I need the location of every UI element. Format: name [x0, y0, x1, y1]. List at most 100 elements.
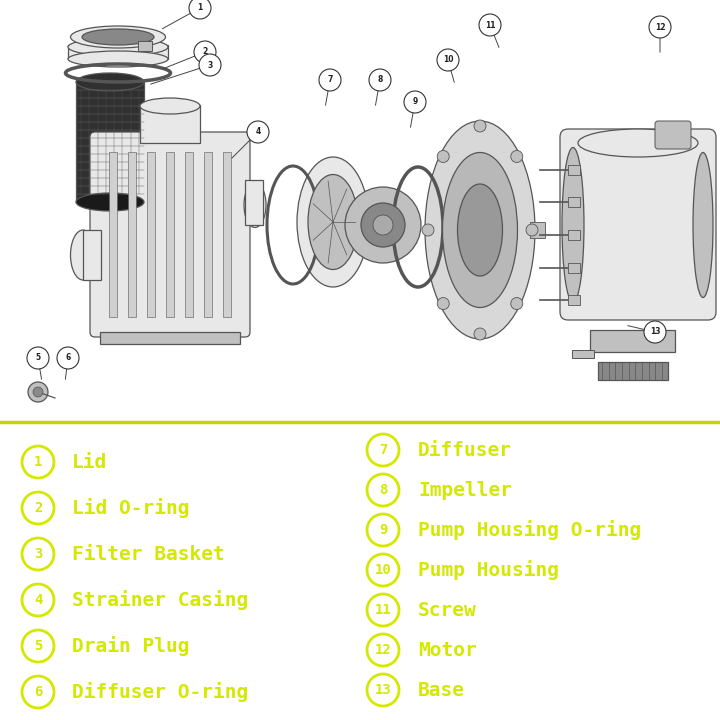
Ellipse shape	[71, 26, 166, 48]
Circle shape	[319, 69, 341, 91]
Bar	[128, 152, 136, 317]
Bar	[572, 350, 594, 358]
Text: Strainer Casing: Strainer Casing	[72, 590, 248, 610]
Bar	[100, 332, 240, 344]
Circle shape	[526, 224, 538, 236]
Circle shape	[189, 0, 211, 19]
Text: 8: 8	[377, 76, 383, 84]
Text: 3: 3	[207, 60, 212, 70]
Circle shape	[57, 347, 79, 369]
Circle shape	[510, 150, 523, 163]
Text: Lid: Lid	[72, 452, 107, 472]
Text: Diffuser O-ring: Diffuser O-ring	[72, 682, 248, 702]
Circle shape	[361, 203, 405, 247]
Text: 7: 7	[328, 76, 333, 84]
Bar	[223, 152, 231, 317]
Text: 4: 4	[256, 127, 261, 137]
Ellipse shape	[244, 182, 266, 228]
Text: 5: 5	[34, 639, 42, 653]
Text: Base: Base	[418, 680, 465, 700]
Ellipse shape	[425, 121, 535, 339]
Bar	[568, 165, 580, 175]
Text: 11: 11	[374, 603, 392, 617]
Bar	[568, 230, 580, 240]
Circle shape	[194, 41, 216, 63]
Circle shape	[28, 382, 48, 402]
Bar	[204, 152, 212, 317]
Bar	[568, 263, 580, 273]
Circle shape	[474, 328, 486, 340]
Circle shape	[345, 187, 421, 263]
Circle shape	[27, 347, 49, 369]
Ellipse shape	[140, 98, 200, 114]
Text: 4: 4	[34, 593, 42, 607]
Bar	[138, 41, 152, 51]
Text: 13: 13	[374, 683, 392, 697]
Text: 9: 9	[379, 523, 387, 537]
Text: 9: 9	[413, 97, 418, 107]
Text: 13: 13	[649, 328, 660, 336]
Bar	[109, 152, 117, 317]
Circle shape	[247, 121, 269, 143]
Text: 5: 5	[35, 354, 40, 362]
Ellipse shape	[457, 184, 503, 276]
Ellipse shape	[693, 153, 713, 297]
Bar	[530, 222, 545, 238]
Bar	[568, 197, 580, 207]
Text: 2: 2	[202, 48, 207, 56]
Circle shape	[369, 69, 391, 91]
Ellipse shape	[71, 230, 96, 280]
Ellipse shape	[68, 38, 168, 56]
Text: Diffuser: Diffuser	[418, 441, 512, 459]
Circle shape	[404, 91, 426, 113]
Text: 7: 7	[379, 443, 387, 457]
Ellipse shape	[297, 157, 369, 287]
Circle shape	[644, 321, 666, 343]
Text: 1: 1	[197, 4, 202, 12]
Bar	[245, 180, 263, 225]
Bar	[166, 152, 174, 317]
Text: Motor: Motor	[418, 641, 477, 660]
Text: Lid O-ring: Lid O-ring	[72, 498, 189, 518]
Circle shape	[422, 224, 434, 236]
Text: 2: 2	[34, 501, 42, 515]
Ellipse shape	[562, 148, 584, 302]
Text: 1: 1	[34, 455, 42, 469]
Bar	[68, 45, 168, 59]
Text: Screw: Screw	[418, 600, 477, 619]
Ellipse shape	[443, 153, 518, 307]
Circle shape	[33, 387, 43, 397]
Circle shape	[373, 215, 393, 235]
Text: 12: 12	[374, 643, 392, 657]
Circle shape	[474, 120, 486, 132]
Circle shape	[479, 14, 501, 36]
Ellipse shape	[68, 51, 168, 67]
Bar	[568, 295, 580, 305]
Circle shape	[437, 150, 449, 163]
FancyBboxPatch shape	[655, 121, 691, 149]
Bar	[147, 152, 155, 317]
Bar	[140, 105, 200, 143]
Ellipse shape	[578, 129, 698, 157]
Text: 12: 12	[654, 22, 665, 32]
Ellipse shape	[76, 193, 144, 211]
Bar	[590, 330, 675, 352]
Text: Drain Plug: Drain Plug	[72, 636, 189, 656]
Bar	[83, 230, 101, 280]
Text: 6: 6	[66, 354, 71, 362]
Text: 8: 8	[379, 483, 387, 497]
Ellipse shape	[76, 73, 144, 91]
Bar	[76, 82, 144, 202]
Ellipse shape	[82, 29, 154, 45]
Text: Filter Basket: Filter Basket	[72, 544, 225, 564]
FancyBboxPatch shape	[560, 129, 716, 320]
Text: 6: 6	[34, 685, 42, 699]
FancyBboxPatch shape	[90, 132, 250, 337]
Bar	[598, 362, 668, 380]
Text: Impeller: Impeller	[418, 480, 512, 500]
Ellipse shape	[308, 174, 358, 269]
Text: 10: 10	[374, 563, 392, 577]
Text: Pump Housing: Pump Housing	[418, 560, 559, 580]
Circle shape	[199, 54, 221, 76]
Bar	[185, 152, 193, 317]
